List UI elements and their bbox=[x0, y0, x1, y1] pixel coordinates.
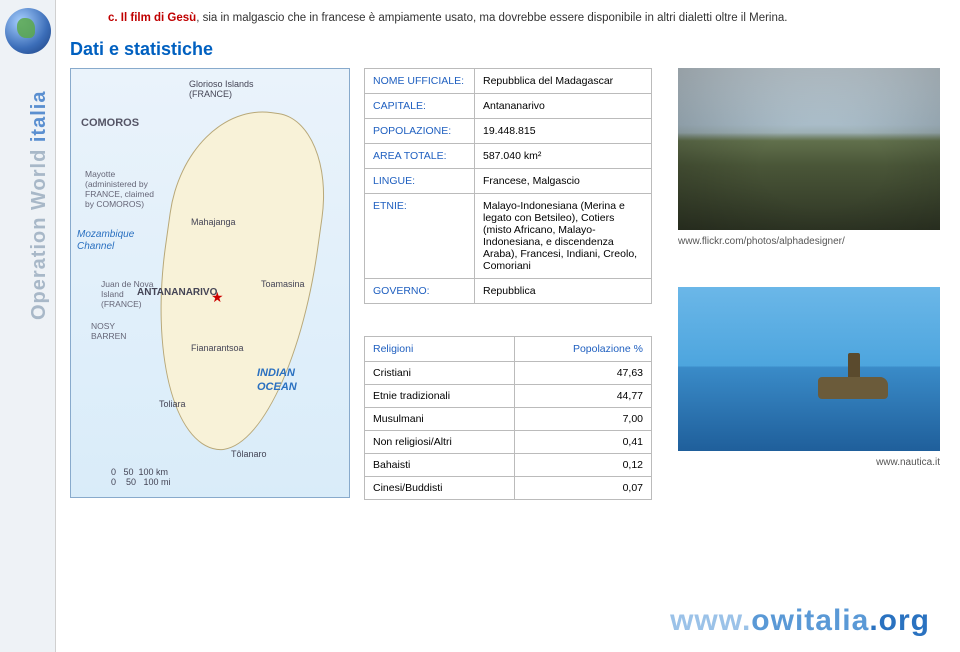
relig-pct: 0,12 bbox=[515, 454, 652, 477]
relig-name: Etnie tradizionali bbox=[365, 385, 515, 408]
tables-column: NOME UFFICIALE:Repubblica del Madagascar… bbox=[364, 68, 652, 500]
stats-value: 587.040 km² bbox=[475, 144, 652, 169]
rail-brand-1: Operation World bbox=[28, 149, 50, 320]
map-label-mozambique2: Channel bbox=[77, 241, 114, 252]
stats-key: NOME UFFICIALE: bbox=[365, 69, 475, 94]
relig-pct: 7,00 bbox=[515, 408, 652, 431]
relig-col2: Popolazione % bbox=[515, 337, 652, 362]
stats-value: 19.448.815 bbox=[475, 119, 652, 144]
rail-brand-2: italia bbox=[28, 91, 50, 149]
map-image: COMOROS Glorioso Islands (FRANCE) Mayott… bbox=[70, 68, 350, 498]
relig-col1: Religioni bbox=[365, 337, 515, 362]
stats-key: AREA TOTALE: bbox=[365, 144, 475, 169]
page-content: c. Il film di Gesù, sia in malgascio che… bbox=[70, 10, 940, 500]
stats-value: Antananarivo bbox=[475, 94, 652, 119]
table-row: Cristiani47,63 bbox=[365, 362, 652, 385]
mountain-photo bbox=[678, 68, 940, 230]
stats-value: Repubblica del Madagascar bbox=[475, 69, 652, 94]
footer-p3: .org bbox=[869, 604, 930, 637]
map-label-tolanaro: Tôlanaro bbox=[231, 449, 267, 459]
map-label-mahajanga: Mahajanga bbox=[191, 217, 236, 227]
stats-table: NOME UFFICIALE:Repubblica del Madagascar… bbox=[364, 68, 652, 304]
map-label-fianar: Fianarantsoa bbox=[191, 343, 244, 353]
table-row: GOVERNO:Repubblica bbox=[365, 279, 652, 304]
table-row: Non religiosi/Altri0,41 bbox=[365, 431, 652, 454]
map-label-ocean2: OCEAN bbox=[257, 381, 297, 393]
map-label-toamasina: Toamasina bbox=[261, 279, 305, 289]
stats-value: Repubblica bbox=[475, 279, 652, 304]
relig-name: Non religiosi/Altri bbox=[365, 431, 515, 454]
map-label-capital: ANTANANARIVO bbox=[137, 287, 217, 298]
intro-paragraph: c. Il film di Gesù, sia in malgascio che… bbox=[70, 10, 940, 27]
stats-key: CAPITALE: bbox=[365, 94, 475, 119]
relig-pct: 0,41 bbox=[515, 431, 652, 454]
table-row: Musulmani7,00 bbox=[365, 408, 652, 431]
map-label-ocean1: INDIAN bbox=[257, 367, 295, 379]
right-column: www.flickr.com/photos/alphadesigner/ www… bbox=[666, 68, 940, 468]
stats-key: LINGUE: bbox=[365, 169, 475, 194]
stats-key: POPOLAZIONE: bbox=[365, 119, 475, 144]
sea-photo bbox=[678, 287, 940, 451]
footer-p1: www. bbox=[670, 604, 751, 637]
intro-lead: c. Il film di Gesù bbox=[108, 12, 196, 24]
map-label-glorioso: Glorioso Islands (FRANCE) bbox=[189, 79, 254, 99]
map-label-comoros: COMOROS bbox=[81, 117, 139, 129]
intro-rest: , sia in malgascio che in francese è amp… bbox=[196, 12, 787, 24]
stats-key: ETNIE: bbox=[365, 194, 475, 279]
photo2-credit: www.nautica.it bbox=[678, 457, 940, 468]
map-label-toliara: Toliara bbox=[159, 399, 186, 409]
map-label-mozambique1: Mozambique bbox=[77, 229, 134, 240]
religions-table: Religioni Popolazione % Cristiani47,63Et… bbox=[364, 336, 652, 500]
rail-brand: Operation World italia bbox=[28, 91, 51, 320]
footer-url: www.owitalia.org bbox=[670, 604, 930, 638]
relig-name: Musulmani bbox=[365, 408, 515, 431]
table-row: Cinesi/Buddisti0,07 bbox=[365, 477, 652, 500]
map-label-mayotte: Mayotte (administered by FRANCE, claimed… bbox=[85, 169, 154, 209]
relig-name: Cristiani bbox=[365, 362, 515, 385]
table-row: CAPITALE:Antananarivo bbox=[365, 94, 652, 119]
relig-name: Cinesi/Buddisti bbox=[365, 477, 515, 500]
stats-value: Malayo-Indonesiana (Merina e legato con … bbox=[475, 194, 652, 279]
section-title: Dati e statistiche bbox=[70, 39, 940, 60]
stats-value: Francese, Malgascio bbox=[475, 169, 652, 194]
table-row: LINGUE:Francese, Malgascio bbox=[365, 169, 652, 194]
map-label-nosy: NOSY BARREN bbox=[91, 321, 126, 341]
relig-pct: 44,77 bbox=[515, 385, 652, 408]
photo1-credit: www.flickr.com/photos/alphadesigner/ bbox=[678, 236, 940, 247]
table-row: Etnie tradizionali44,77 bbox=[365, 385, 652, 408]
stats-key: GOVERNO: bbox=[365, 279, 475, 304]
table-row: NOME UFFICIALE:Repubblica del Madagascar bbox=[365, 69, 652, 94]
main-row: COMOROS Glorioso Islands (FRANCE) Mayott… bbox=[70, 68, 940, 500]
table-row: ETNIE:Malayo-Indonesiana (Merina e legat… bbox=[365, 194, 652, 279]
left-rail: Operation World italia bbox=[0, 0, 56, 652]
footer-p2: owitalia bbox=[751, 604, 869, 637]
table-row: POPOLAZIONE:19.448.815 bbox=[365, 119, 652, 144]
map-scale: 0 50 100 km 0 50 100 mi bbox=[111, 467, 171, 487]
table-row: AREA TOTALE:587.040 km² bbox=[365, 144, 652, 169]
relig-name: Bahaisti bbox=[365, 454, 515, 477]
globe-icon bbox=[5, 8, 51, 54]
relig-pct: 0,07 bbox=[515, 477, 652, 500]
table-row: Bahaisti0,12 bbox=[365, 454, 652, 477]
relig-pct: 47,63 bbox=[515, 362, 652, 385]
